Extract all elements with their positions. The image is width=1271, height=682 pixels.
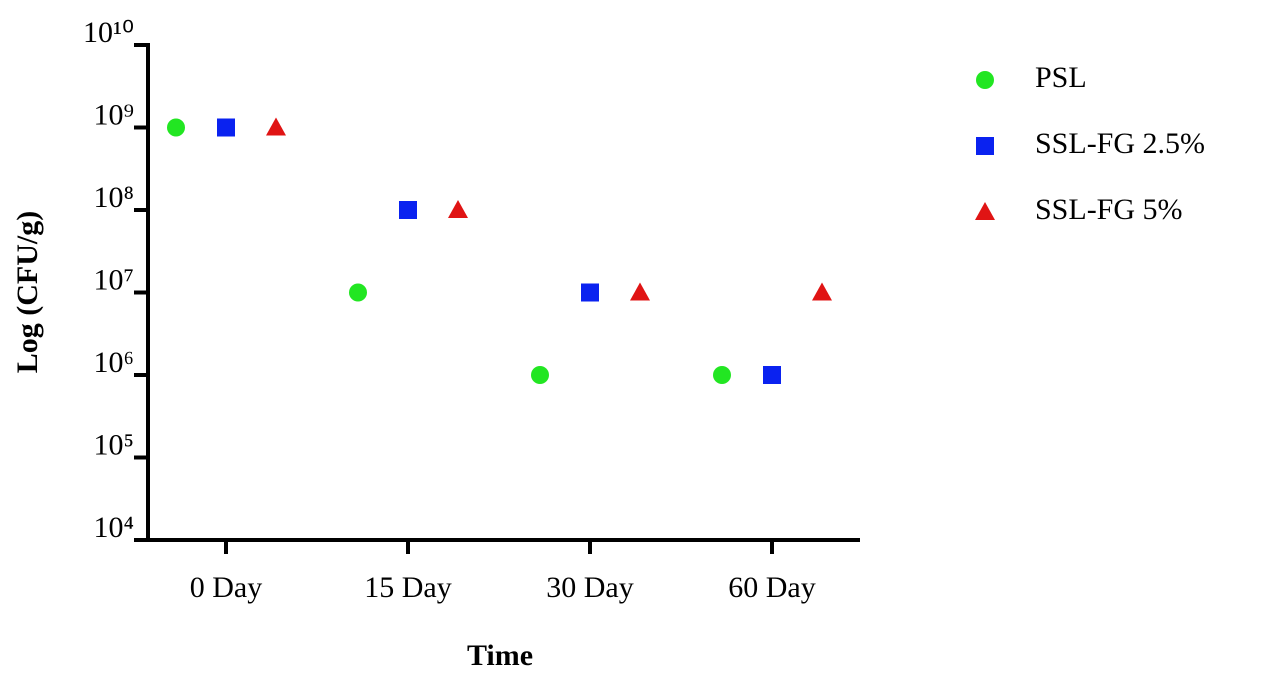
y-axis-label: Log (CFU/g) [11, 211, 44, 373]
legend-label: SSL-FG 2.5% [1035, 127, 1205, 160]
legend-label: PSL [1035, 61, 1087, 94]
point [349, 283, 367, 302]
legend-label: SSL-FG 5% [1035, 193, 1183, 226]
y-tick-label: 10⁴ [94, 511, 134, 544]
point [812, 282, 832, 301]
point [399, 201, 417, 219]
point [531, 366, 549, 384]
y-tick-label: 10¹⁰ [83, 16, 134, 49]
point [266, 117, 286, 136]
point [581, 283, 599, 302]
point [448, 200, 468, 218]
legend-marker [976, 71, 994, 89]
x-axis-label: Time [467, 639, 533, 672]
point [713, 366, 731, 384]
y-tick-label: 10⁷ [94, 263, 134, 296]
point [167, 118, 185, 137]
legend-marker [975, 202, 995, 220]
point [763, 366, 781, 384]
x-tick-label: 30 Day [546, 571, 633, 604]
y-tick-label: 10⁶ [94, 346, 134, 379]
y-tick-label: 10⁹ [94, 98, 134, 131]
x-tick-label: 60 Day [728, 571, 815, 604]
x-tick-label: 15 Day [364, 571, 451, 604]
x-tick-label: 0 Day [190, 571, 262, 604]
point [217, 118, 235, 137]
y-tick-label: 10⁵ [94, 428, 134, 461]
point [630, 282, 650, 301]
y-tick-label: 10⁸ [94, 181, 134, 214]
legend-marker [976, 137, 994, 155]
